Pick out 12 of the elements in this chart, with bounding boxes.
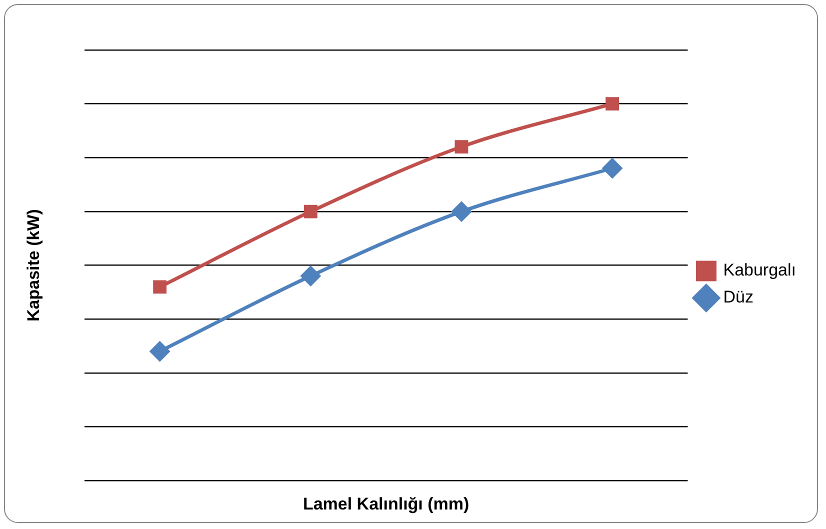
point	[300, 266, 320, 286]
point	[454, 140, 468, 154]
legend-label: Kaburgalı	[723, 260, 796, 280]
legend-label: Düz	[723, 288, 754, 307]
point	[606, 97, 620, 111]
x-axis-title: Lamel Kalınlığı (mm)	[302, 494, 470, 514]
point	[452, 202, 472, 222]
point	[153, 280, 167, 294]
point	[304, 204, 318, 218]
point	[150, 342, 170, 362]
point	[602, 158, 622, 178]
y-axis-title: Kapasite (kW)	[24, 209, 43, 322]
